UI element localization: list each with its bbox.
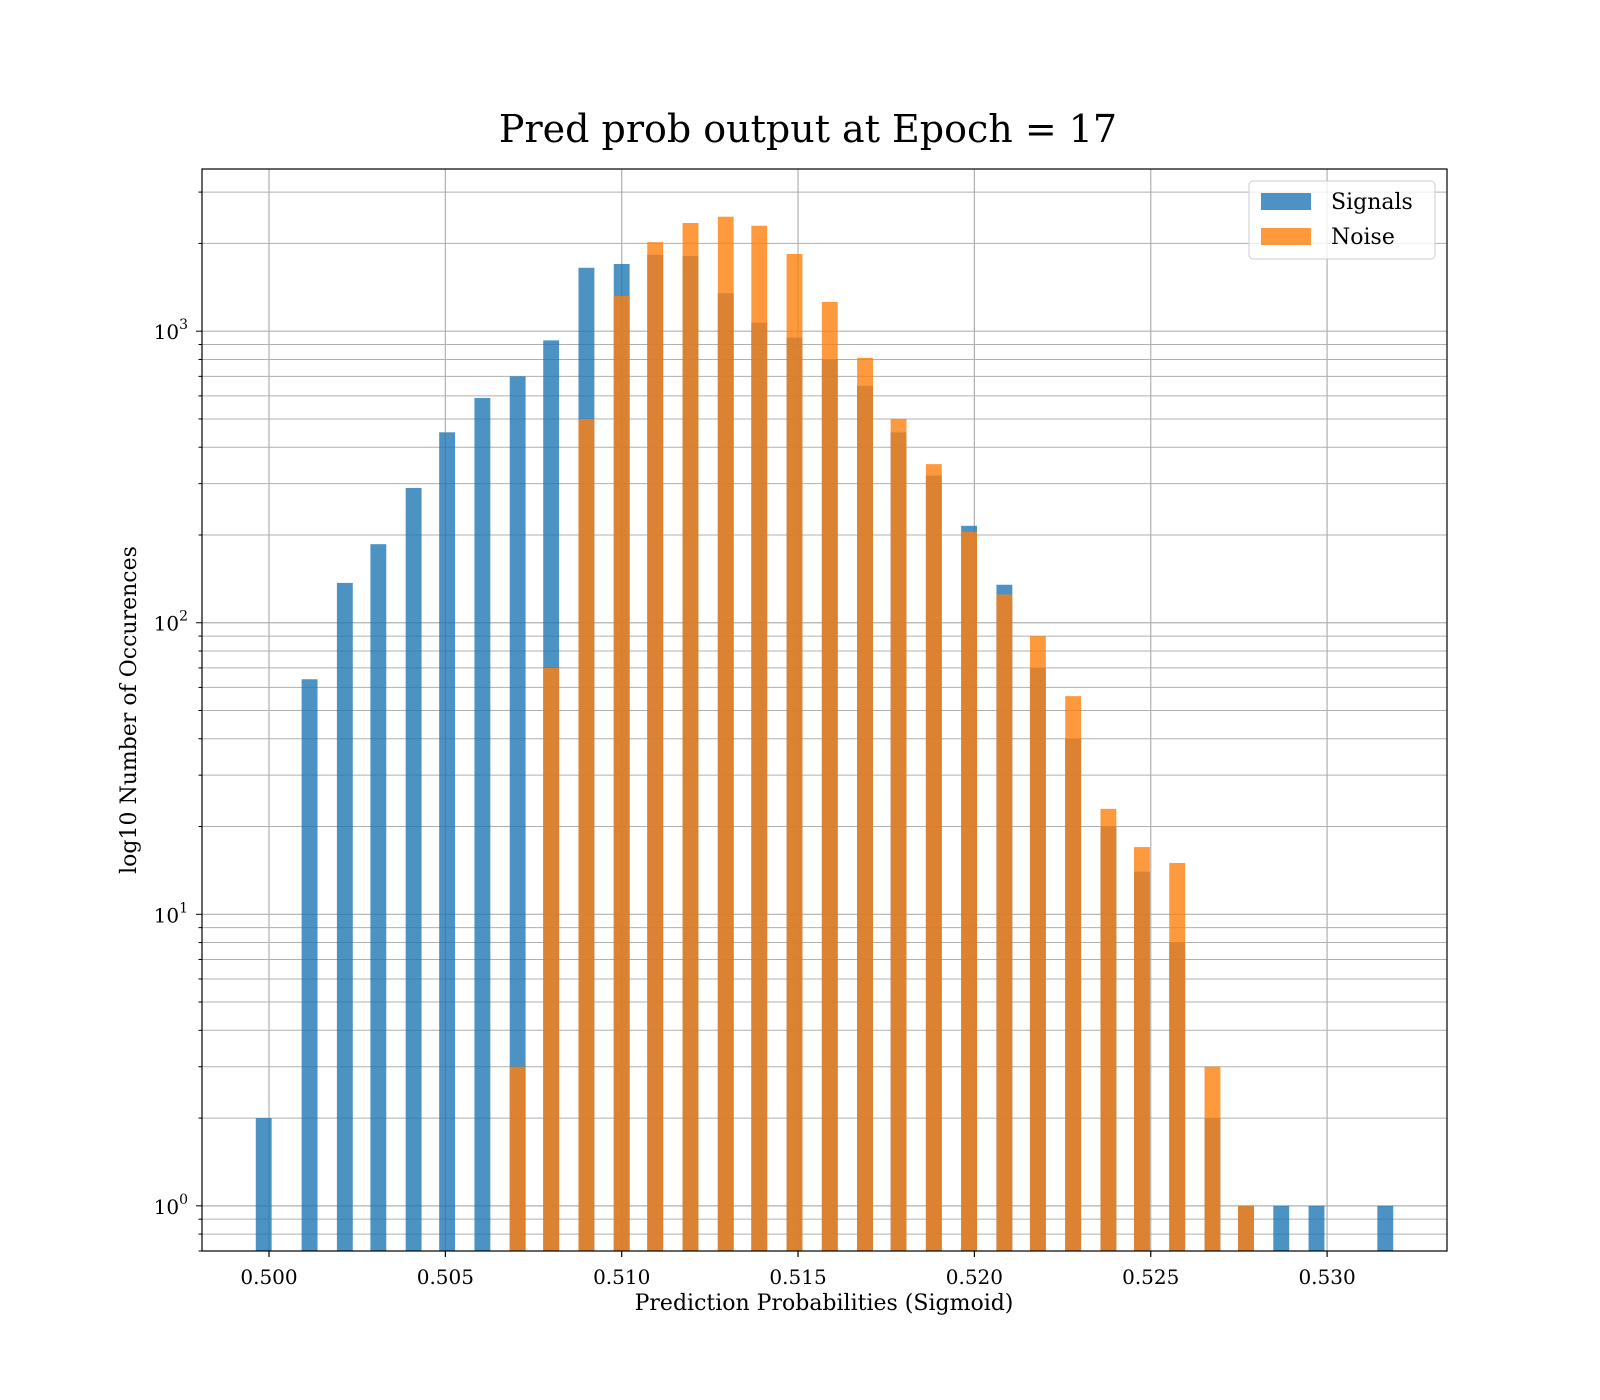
bar-noise-19: [1169, 862, 1186, 1251]
bar-noise-2: [578, 418, 595, 1251]
chart-title: Pred prob output at Epoch = 17: [499, 107, 1117, 151]
legend-label-signals: Signals: [1331, 190, 1413, 215]
bar-signals-4: [405, 487, 422, 1251]
bar-noise-16: [1065, 696, 1082, 1251]
bar-noise-17: [1100, 808, 1117, 1251]
x-axis-label: Prediction Probabilities (Sigmoid): [635, 1291, 1014, 1316]
legend-label-noise: Noise: [1331, 225, 1395, 250]
bar-noise-21: [1238, 1205, 1254, 1251]
bar-noise-10: [857, 357, 873, 1251]
legend: Signals Noise: [1248, 180, 1436, 260]
legend-swatch-noise: [1261, 228, 1311, 245]
bars: [255, 216, 1394, 1252]
x-tick-label: 0.510: [593, 1265, 650, 1289]
x-axis-ticks: 0.500 0.505 0.510 0.515 0.520 0.525 0.530: [240, 1251, 1356, 1289]
series-noise: [509, 216, 1254, 1252]
x-tick-label: 0.500: [240, 1265, 297, 1289]
bar-noise-7: [751, 225, 768, 1251]
bar-noise-4: [647, 242, 664, 1252]
bar-noise-1: [543, 667, 560, 1251]
bar-noise-3: [613, 296, 630, 1251]
bar-signals-2: [336, 582, 353, 1251]
legend-swatch-signals: [1261, 193, 1311, 210]
x-tick-label: 0.520: [946, 1265, 1003, 1289]
bar-noise-12: [925, 464, 942, 1251]
bar-noise-8: [786, 253, 803, 1251]
bar-signals-29: [1273, 1205, 1290, 1251]
x-tick-label: 0.525: [1122, 1265, 1179, 1289]
bar-signals-30: [1308, 1205, 1325, 1251]
bar-noise-11: [890, 418, 907, 1251]
bar-signals-6: [474, 397, 491, 1251]
bar-signals-3: [370, 544, 387, 1251]
x-tick-label: 0.515: [769, 1265, 826, 1289]
x-tick-label: 0.505: [417, 1265, 474, 1289]
y-axis-label: log10 Number of Occurences: [117, 546, 142, 874]
bar-noise-18: [1133, 847, 1150, 1251]
bar-noise-9: [821, 301, 838, 1251]
x-tick-label: 0.530: [1298, 1265, 1355, 1289]
bar-noise-13: [961, 531, 978, 1251]
plot-frame: [201, 168, 1448, 1252]
bar-noise-6: [717, 216, 734, 1252]
bar-signals-1: [301, 679, 318, 1251]
bar-signals-7: [509, 376, 526, 1252]
bar-noise-14: [996, 594, 1013, 1251]
bar-signals-0: [255, 1118, 272, 1251]
bar-noise-0: [509, 1066, 526, 1251]
bar-signals-31: [1377, 1205, 1394, 1251]
bar-signals-5: [439, 432, 456, 1251]
bar-noise-20: [1204, 1066, 1221, 1251]
bar-noise-15: [1029, 636, 1046, 1251]
bar-noise-5: [682, 223, 699, 1251]
